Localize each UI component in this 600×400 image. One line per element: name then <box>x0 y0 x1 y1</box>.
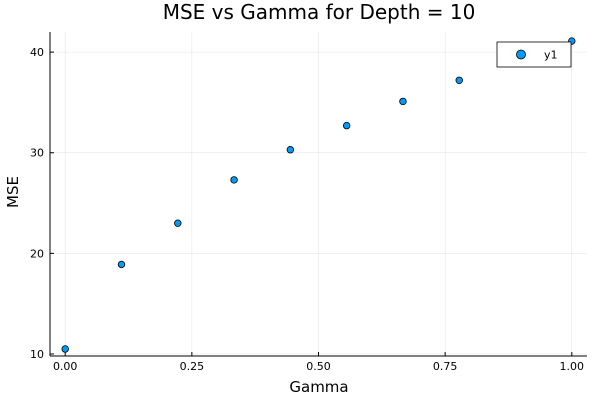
chart-title: MSE vs Gamma for Depth = 10 <box>163 0 476 24</box>
x-tick-label: 0.50 <box>306 360 331 373</box>
data-point <box>174 219 182 227</box>
y-tick-label: 20 <box>30 247 44 260</box>
y-axis-label: MSE <box>4 176 22 208</box>
x-tick-label: 0.25 <box>180 360 205 373</box>
legend-entry-y1: y1 <box>544 49 558 62</box>
data-point <box>399 97 407 106</box>
data-point <box>61 345 69 353</box>
x-tick-label: 0.75 <box>433 360 458 373</box>
legend-marker <box>516 49 526 60</box>
legend-box <box>496 41 572 68</box>
legend: y1 <box>496 41 572 68</box>
data-point <box>117 260 126 269</box>
y-tick-label: 30 <box>30 147 44 160</box>
grid <box>50 32 587 356</box>
y-tick-label: 40 <box>30 46 44 59</box>
tick-labels: 0.00 0.25 0.50 0.75 1.00 10 20 30 40 <box>30 46 584 373</box>
x-axis-label: Gamma <box>289 378 348 396</box>
y-tick-label: 10 <box>30 348 44 361</box>
data-point <box>342 121 351 130</box>
x-tick-label: 0.00 <box>53 360 78 373</box>
data-point <box>286 146 295 154</box>
x-tick-label: 1.00 <box>560 360 585 373</box>
axes <box>49 32 587 357</box>
data-points <box>61 37 576 353</box>
data-point <box>455 76 463 84</box>
data-point <box>230 176 238 184</box>
